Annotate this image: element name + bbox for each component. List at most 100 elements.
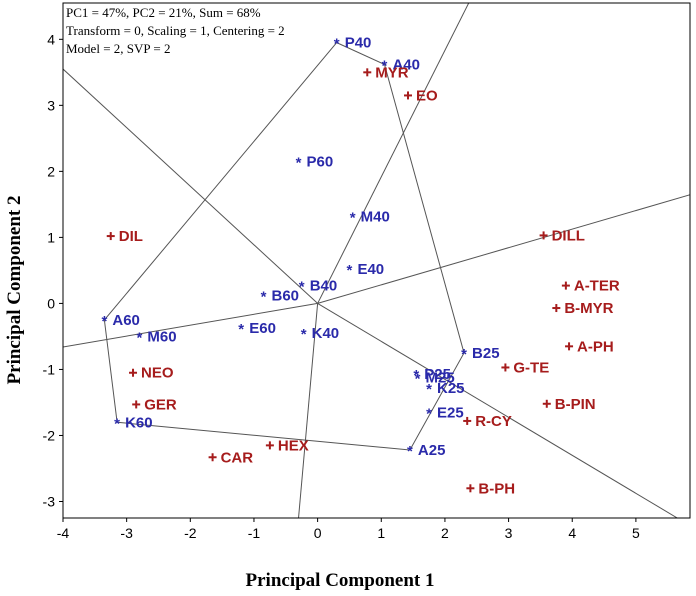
variable-point: GER [132,396,177,413]
variable-point: MYR [363,64,409,81]
x-tick-label: 4 [568,525,576,541]
point-label: DILL [552,227,585,244]
x-tick-label: -2 [184,525,197,541]
x-tick-label: -3 [120,525,133,541]
point-label: K60 [125,414,153,431]
variable-point: CAR [208,449,253,466]
star-marker: * [461,346,467,363]
boundary-line [317,3,470,304]
star-marker: * [382,57,388,74]
star-marker: * [413,367,419,384]
star-marker: * [347,262,353,279]
star-marker: * [101,313,107,330]
star-marker: * [407,443,413,460]
point-label: A-PH [577,338,614,355]
variable-point: B-MYR [552,300,614,317]
y-tick-label: 1 [47,229,55,245]
sample-point: * M60 [136,328,176,346]
sample-point: * A40 [382,56,420,74]
variable-point: A-TER [561,278,620,295]
point-label: HEX [278,437,309,454]
star-marker: * [334,36,340,53]
star-marker: * [261,288,267,305]
point-label: A40 [392,56,420,73]
point-label: M40 [361,208,390,225]
x-tick-label: 2 [441,525,449,541]
x-tick-label: -4 [57,525,70,541]
plot-frame [62,2,691,519]
x-tick-label: 3 [505,525,513,541]
variable-point: B-PH [466,480,515,497]
variable-point: DILL [539,227,585,244]
star-marker: * [301,326,307,343]
point-label: E40 [357,261,384,278]
boundary-lines [63,3,690,518]
variable-point: NEO [129,365,174,382]
point-label: P40 [345,35,372,52]
boundary-line [317,302,678,518]
star-marker: * [296,154,302,171]
y-tick-label: 3 [47,97,55,113]
y-tick-label: -2 [43,427,56,443]
sample-point: * E25 [426,404,464,422]
point-label: B25 [472,345,500,362]
y-axis-ticks: -3 -2 -1 0 1 2 3 4 [43,31,63,509]
variable-point: HEX [265,437,309,454]
y-tick-label: -1 [43,361,56,377]
boundary-line [63,68,318,304]
sample-point: * M25 [415,369,455,387]
point-label: B-PIN [555,396,596,413]
point-label: G-TE [513,359,549,376]
sample-point: * B25 [461,345,499,363]
star-marker: * [415,370,421,387]
sample-point: * B60 [261,287,299,305]
star-marker: * [238,321,244,338]
point-label: E60 [249,320,276,337]
y-tick-label: 4 [47,31,55,47]
variable-point: G-TE [501,359,549,376]
star-marker: * [350,209,356,226]
point-label: B40 [310,278,338,295]
sample-point: * P60 [296,153,334,171]
point-label: B-PH [478,480,515,497]
model-info-line: Transform = 0, Scaling = 1, Centering = … [66,23,285,38]
x-tick-label: 0 [314,525,322,541]
point-label: NEO [141,365,174,382]
model-info-line: Model = 2, SVP = 2 [66,41,170,56]
x-tick-label: 5 [632,525,640,541]
x-axis-label: Principal Component 1 [246,570,435,591]
point-label: DIL [119,228,143,245]
sample-point: * A25 [407,442,445,460]
point-label: E25 [437,404,464,421]
point-label: B-MYR [564,300,613,317]
sample-point: * A60 [101,312,139,330]
hull-outline [103,42,465,451]
y-tick-label: 2 [47,163,55,179]
point-label: M60 [147,328,176,345]
point-label: M25 [426,369,455,386]
point-label: GER [144,396,177,413]
point-label: A60 [112,312,140,329]
x-axis-ticks: -4 -3 -2 -1 0 1 2 3 4 5 [57,518,640,541]
point-label: A-TER [574,278,620,295]
x-tick-label: 1 [377,525,385,541]
point-label: MYR [375,64,409,81]
point-label: K25 [437,380,465,397]
variable-point: DIL [106,228,143,245]
boundary-line [317,194,690,304]
model-info-line: PC1 = 47%, PC2 = 21%, Sum = 68% [66,5,261,20]
sample-point: * E40 [347,261,385,279]
point-label: P25 [424,366,451,383]
sample-point: * E60 [238,320,276,338]
boundary-line [63,302,318,348]
x-tick-label: -1 [248,525,261,541]
sample-point: * M40 [350,208,390,226]
boundary-line [298,303,319,518]
variable-point: A-PH [565,338,614,355]
point-label: P60 [307,153,334,170]
point-label: R-CY [475,413,512,430]
variable-point: R-CY [463,413,512,430]
variable-point: EO [404,87,438,104]
star-marker: * [299,279,305,296]
